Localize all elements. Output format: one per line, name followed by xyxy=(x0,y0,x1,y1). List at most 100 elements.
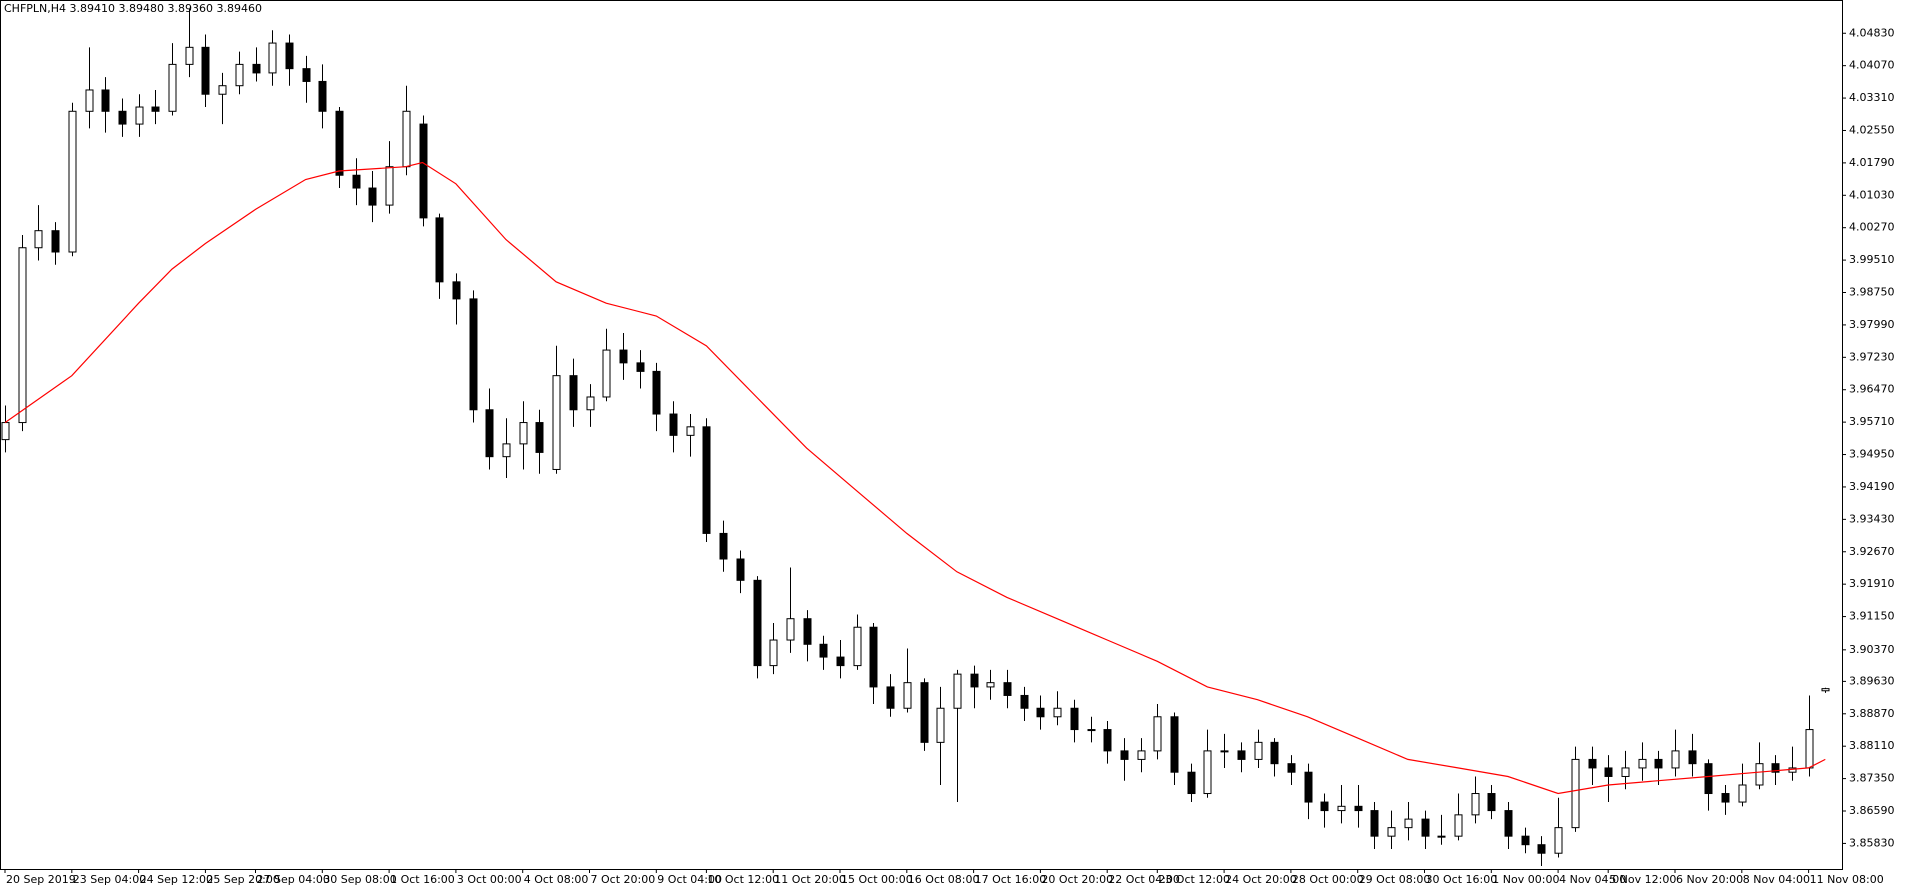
x-tick-label: 27 Sep 04:00 xyxy=(257,873,330,886)
y-tick-label: 3.88110 xyxy=(1849,739,1895,752)
y-tick-label: 3.91910 xyxy=(1849,577,1895,590)
candle-body xyxy=(1755,763,1764,786)
y-tick-label: 4.04070 xyxy=(1849,59,1895,72)
candle-body xyxy=(836,656,845,667)
candle-body xyxy=(1370,810,1379,837)
candle-body xyxy=(1254,741,1263,760)
candle-body xyxy=(753,579,762,667)
x-tick-label: 23 Oct 12:00 xyxy=(1158,873,1230,886)
candle-body xyxy=(452,281,461,300)
chart-title: CHFPLN,H4 3.89410 3.89480 3.89360 3.8946… xyxy=(4,2,262,15)
candle-body xyxy=(168,63,177,112)
candle-body xyxy=(1771,763,1780,773)
y-tick-label: 4.02550 xyxy=(1849,123,1895,136)
candle-body xyxy=(51,230,60,253)
moving-average xyxy=(4,161,1826,795)
x-tick-label: 30 Sep 08:00 xyxy=(323,873,396,886)
candle-body xyxy=(1537,844,1546,854)
y-tick-label: 3.96470 xyxy=(1849,383,1895,396)
x-tick-label: 9 Oct 04:00 xyxy=(657,873,722,886)
candle-body xyxy=(1087,729,1096,732)
x-tick-label: 17 Oct 16:00 xyxy=(975,873,1047,886)
candle-body xyxy=(18,247,27,424)
candle-body xyxy=(1738,784,1747,803)
x-tick-label: 10 Oct 12:00 xyxy=(707,873,779,886)
candle-body xyxy=(1571,758,1580,829)
candle-body xyxy=(285,42,294,70)
candle-body xyxy=(1704,763,1713,795)
candle-body xyxy=(886,686,895,709)
candle-body xyxy=(352,174,361,189)
y-tick-label: 3.86590 xyxy=(1849,804,1895,817)
candle-body xyxy=(602,349,611,398)
candle-body xyxy=(1454,814,1463,837)
y-tick-label: 4.00270 xyxy=(1849,221,1895,234)
x-tick-label: 20 Oct 20:00 xyxy=(1041,873,1113,886)
x-tick-label: 1 Nov 00:00 xyxy=(1492,873,1559,886)
candle-body xyxy=(669,413,678,436)
candle-body xyxy=(218,85,227,95)
candle-body xyxy=(135,106,144,125)
candle-body xyxy=(318,80,327,112)
candle-body xyxy=(368,187,377,206)
candle-body xyxy=(803,618,812,645)
candle-body xyxy=(920,682,929,743)
x-tick-label: 1 Oct 16:00 xyxy=(390,873,455,886)
plot-frame xyxy=(0,0,1843,870)
candle-body xyxy=(1621,767,1630,777)
candle-body xyxy=(1053,707,1062,718)
y-tick-label: 3.95710 xyxy=(1849,415,1895,428)
candle-body xyxy=(68,110,77,253)
candle-body xyxy=(335,110,344,176)
candle-body xyxy=(1504,810,1513,837)
candle-body xyxy=(1487,793,1496,812)
x-tick-label: 4 Nov 04:00 xyxy=(1559,873,1626,886)
candle-body xyxy=(1070,707,1079,731)
candle-body xyxy=(1304,771,1313,803)
candle-body xyxy=(1721,793,1730,803)
candle-body xyxy=(118,110,127,125)
candle-body xyxy=(769,639,778,667)
candle-body xyxy=(235,63,244,87)
y-tick-label: 3.93430 xyxy=(1849,512,1895,525)
y-tick-label: 3.88870 xyxy=(1849,707,1895,720)
y-tick-label: 4.04830 xyxy=(1849,26,1895,39)
candle-body xyxy=(302,68,311,82)
y-tick-label: 3.87350 xyxy=(1849,772,1895,785)
candle-body xyxy=(552,375,561,470)
candle-body xyxy=(702,426,711,534)
x-tick-label: 24 Oct 20:00 xyxy=(1225,873,1297,886)
candle-body xyxy=(435,217,444,283)
x-tick-label: 7 Oct 20:00 xyxy=(591,873,656,886)
candle-body xyxy=(85,89,94,112)
y-tick-label: 3.99510 xyxy=(1849,253,1895,266)
y-tick-label: 3.94190 xyxy=(1849,480,1895,493)
candle-body xyxy=(652,370,661,415)
candle-body xyxy=(201,46,210,95)
x-tick-label: 15 Oct 00:00 xyxy=(841,873,913,886)
candle-body xyxy=(469,298,478,411)
candle-body xyxy=(185,46,194,65)
candle-body xyxy=(903,682,912,709)
candle-body xyxy=(1187,771,1196,795)
x-tick-label: 20 Sep 2019 xyxy=(6,873,76,886)
candle-body xyxy=(586,396,595,411)
candle-body xyxy=(419,123,428,219)
candle-body xyxy=(970,673,979,688)
candle-body xyxy=(853,626,862,667)
candle-body xyxy=(1,422,10,441)
candle-body xyxy=(1654,758,1663,769)
y-tick-label: 3.97230 xyxy=(1849,350,1895,363)
x-tick-label: 24 Sep 12:00 xyxy=(140,873,213,886)
candle-body xyxy=(686,426,695,436)
candle-body xyxy=(502,443,511,458)
candle-body xyxy=(1153,716,1162,752)
y-tick-label: 3.89630 xyxy=(1849,674,1895,687)
candle-body xyxy=(986,682,995,688)
y-tick-label: 4.01030 xyxy=(1849,188,1895,201)
y-tick-label: 3.85830 xyxy=(1849,836,1895,849)
x-tick-label: 8 Nov 04:00 xyxy=(1743,873,1810,886)
x-tick-label: 11 Oct 20:00 xyxy=(774,873,846,886)
x-tick-label: 23 Sep 04:00 xyxy=(73,873,146,886)
candle-body xyxy=(1604,767,1613,777)
